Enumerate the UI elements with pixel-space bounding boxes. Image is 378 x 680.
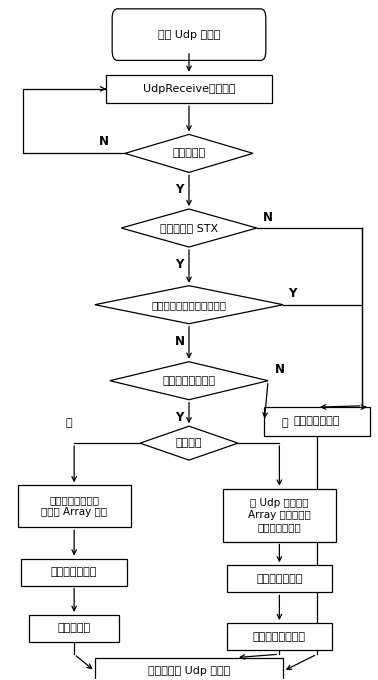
Bar xyxy=(106,75,272,103)
Text: 起始地址及数据长度超范围: 起始地址及数据长度超范围 xyxy=(152,300,226,309)
Text: 写: 写 xyxy=(281,418,288,428)
Polygon shape xyxy=(125,135,253,173)
Text: 置读写标志为写: 置读写标志为写 xyxy=(256,574,302,584)
Text: 置读写标志为读: 置读写标志为读 xyxy=(51,567,97,577)
Text: N: N xyxy=(263,211,273,224)
Text: 读还是写: 读还是写 xyxy=(176,438,202,448)
Text: N: N xyxy=(175,335,184,347)
Polygon shape xyxy=(121,209,257,247)
Text: Y: Y xyxy=(175,183,184,197)
Bar xyxy=(227,623,332,650)
Text: UdpReceive接收数据: UdpReceive接收数据 xyxy=(143,84,235,94)
Text: 起始字符是 STX: 起始字符是 STX xyxy=(160,223,218,233)
Bar xyxy=(18,486,131,527)
Bar xyxy=(227,565,332,592)
Polygon shape xyxy=(140,426,238,460)
Text: 运行 Udp 子程序: 运行 Udp 子程序 xyxy=(158,30,220,39)
Text: 发送数据帧: 发送数据帧 xyxy=(57,624,91,633)
Text: 完成并退出 Udp 子程序: 完成并退出 Udp 子程序 xyxy=(148,666,230,676)
Text: 检验及结束符正确: 检验及结束符正确 xyxy=(163,376,215,386)
Bar xyxy=(95,658,283,680)
Text: Y: Y xyxy=(175,411,184,424)
Text: 发送错误数据帧: 发送错误数据帧 xyxy=(294,416,340,426)
Text: 接收到数据: 接收到数据 xyxy=(172,148,206,158)
Text: Y: Y xyxy=(175,258,184,271)
Text: N: N xyxy=(274,363,284,376)
Text: 发送写正确返回帧: 发送写正确返回帧 xyxy=(253,632,306,641)
Text: 将 Udp 接收到的
Array 数组中的数
据写回交互数据: 将 Udp 接收到的 Array 数组中的数 据写回交互数据 xyxy=(248,498,311,532)
Text: 读: 读 xyxy=(66,418,72,428)
Bar xyxy=(223,489,336,541)
FancyBboxPatch shape xyxy=(112,9,266,61)
Text: N: N xyxy=(99,135,109,148)
Polygon shape xyxy=(110,362,268,400)
Polygon shape xyxy=(95,286,283,324)
Text: Y: Y xyxy=(288,288,297,301)
Text: 将交互数据按格式
写发送 Array 数组: 将交互数据按格式 写发送 Array 数组 xyxy=(41,496,107,517)
Bar xyxy=(22,558,127,585)
Bar xyxy=(29,615,119,642)
Bar xyxy=(264,407,370,436)
